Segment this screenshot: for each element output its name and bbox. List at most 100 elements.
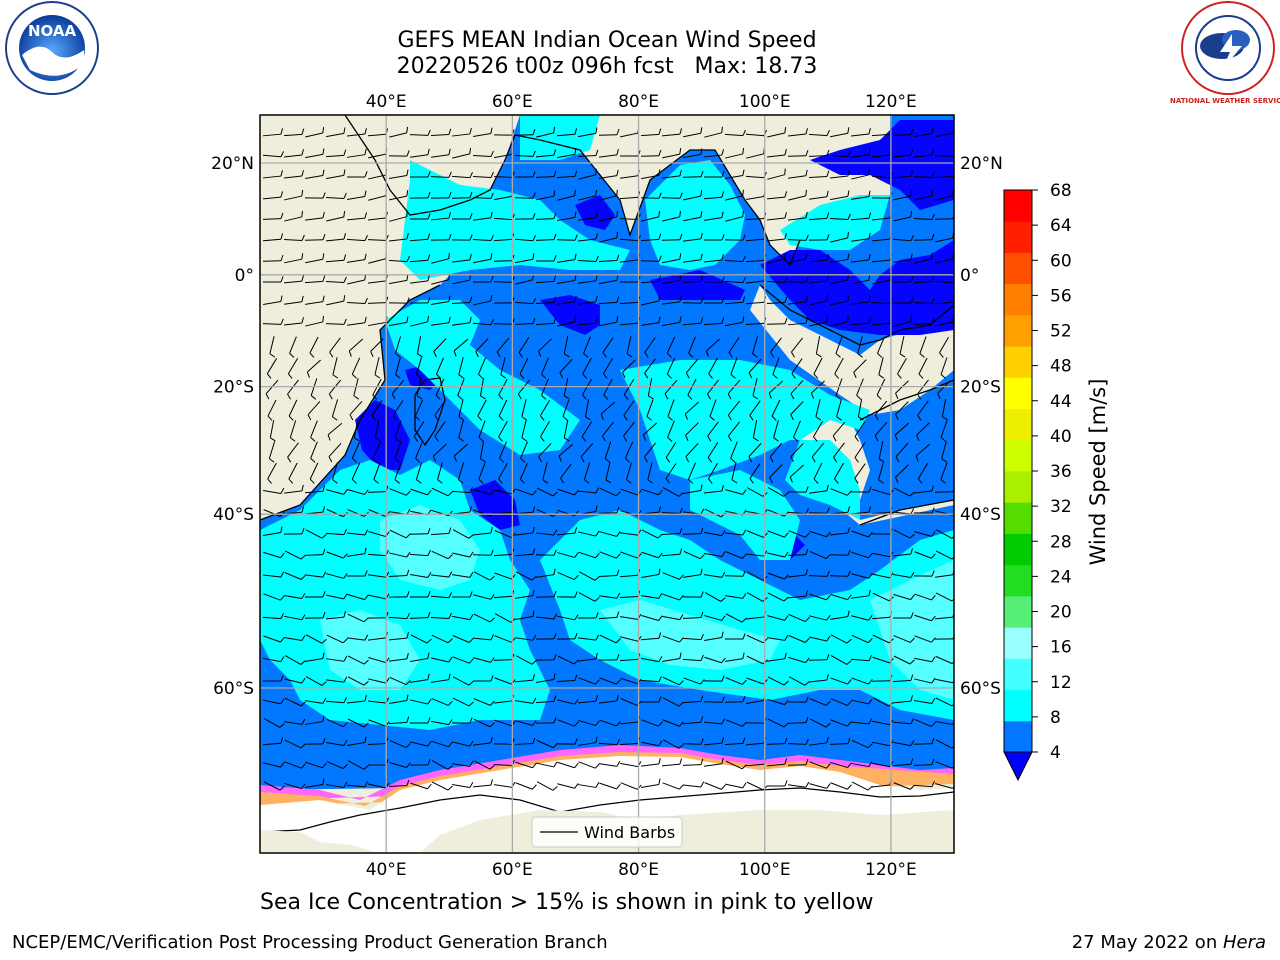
wind-barb [559, 359, 573, 379]
wind-barb [578, 652, 598, 662]
wind-barb [766, 212, 787, 221]
wind-barb [624, 441, 634, 463]
wind-barb [473, 527, 493, 536]
wind-barb [791, 358, 803, 379]
wind-barb [851, 295, 871, 305]
wind-barb [477, 399, 487, 421]
colorbar-label: Wind Speed [m/s] [1086, 379, 1110, 566]
high-wind-patches [320, 505, 954, 700]
wind-barb [310, 420, 318, 442]
wind-barb [515, 761, 537, 769]
wind-barb [262, 191, 284, 200]
wind-barb [918, 357, 928, 379]
wind-barb [854, 421, 866, 442]
wind-barb [499, 441, 507, 463]
wind-barb [305, 571, 327, 578]
wind-barb [473, 698, 495, 706]
wind-barb [328, 442, 342, 463]
wind-barb [326, 210, 346, 222]
wind-barb [730, 357, 738, 379]
wind-barb [703, 485, 724, 494]
wind-barb [707, 442, 719, 463]
wind-barb [389, 316, 409, 327]
wind-barb [914, 593, 936, 601]
wind-barb [431, 571, 453, 578]
wind-barb [389, 488, 411, 496]
colorbar-segment [1004, 564, 1032, 597]
wind-barb [388, 150, 410, 157]
wind-barb [284, 718, 306, 725]
wind-barb [394, 420, 402, 442]
wind-barb [451, 717, 473, 724]
wind-barb [851, 253, 871, 263]
wind-barb [788, 211, 808, 221]
wind-barb [725, 760, 747, 770]
colorbar-tick-label: 56 [1050, 286, 1072, 306]
wind-barb [395, 357, 401, 379]
chart-subtitle: 20220526 t00z 096h fcst Max: 18.73 [396, 54, 818, 79]
wind-barb [451, 591, 473, 598]
wind-barb [815, 336, 822, 358]
wind-barb [808, 234, 830, 241]
wind-barb [536, 761, 558, 768]
wind-barb [851, 677, 873, 685]
wind-barb [409, 611, 431, 619]
wind-barb [623, 421, 635, 442]
wind-barb [305, 761, 327, 769]
wind-barb [829, 213, 851, 220]
colorbar-tick-label: 8 [1050, 708, 1061, 728]
wind-barb [557, 614, 579, 621]
wind-barb [662, 148, 682, 159]
wind-barb [809, 736, 829, 746]
wind-barb [878, 441, 885, 463]
wind-barb [514, 235, 537, 242]
wind-barb [326, 740, 348, 746]
wind-barb [577, 149, 599, 157]
wind-barb [666, 357, 676, 379]
wind-barb [326, 489, 348, 495]
wind-barb [473, 295, 493, 306]
wind-barb [515, 526, 535, 536]
wind-barb [892, 612, 914, 619]
wind-barb [808, 129, 830, 137]
wind-barb [599, 148, 619, 158]
wind-barb [641, 210, 661, 222]
wind-barb [662, 652, 682, 662]
wind-barb [808, 212, 830, 221]
wind-barb [515, 253, 535, 264]
wind-barb [830, 127, 850, 138]
wind-barb [834, 357, 844, 379]
wind-barb [703, 297, 725, 304]
wind-barb [766, 191, 788, 200]
wind-barb [599, 760, 621, 767]
wind-barb [431, 719, 453, 726]
wind-barb [415, 441, 423, 463]
wind-barb [266, 358, 278, 379]
wind-barb [284, 697, 306, 707]
wind-barb [704, 782, 726, 790]
wind-barb [262, 151, 285, 158]
colorbar-segment [1004, 627, 1032, 659]
wind-barb [498, 399, 508, 421]
wind-barb [788, 169, 808, 179]
wind-barb [578, 551, 600, 559]
colorbar-segment [1004, 377, 1032, 410]
wind-barb [431, 673, 451, 683]
wind-barb [894, 422, 910, 441]
wind-barb [640, 192, 662, 199]
wind-barb [263, 656, 285, 663]
wind-barb [598, 611, 620, 620]
wind-barb [351, 357, 361, 379]
wind-barb [310, 441, 318, 463]
wind-barb [599, 487, 621, 497]
wind-barb [808, 149, 830, 157]
wind-barb [262, 254, 284, 262]
wind-barb [731, 462, 738, 484]
wind-barb [683, 484, 703, 495]
wind-barb [851, 232, 871, 242]
wind-barb [430, 171, 452, 178]
footer-date: 27 May 2022 on Hera [1072, 932, 1266, 953]
wind-barb [707, 421, 719, 442]
wind-barb [808, 653, 830, 661]
wind-barb [704, 631, 724, 641]
